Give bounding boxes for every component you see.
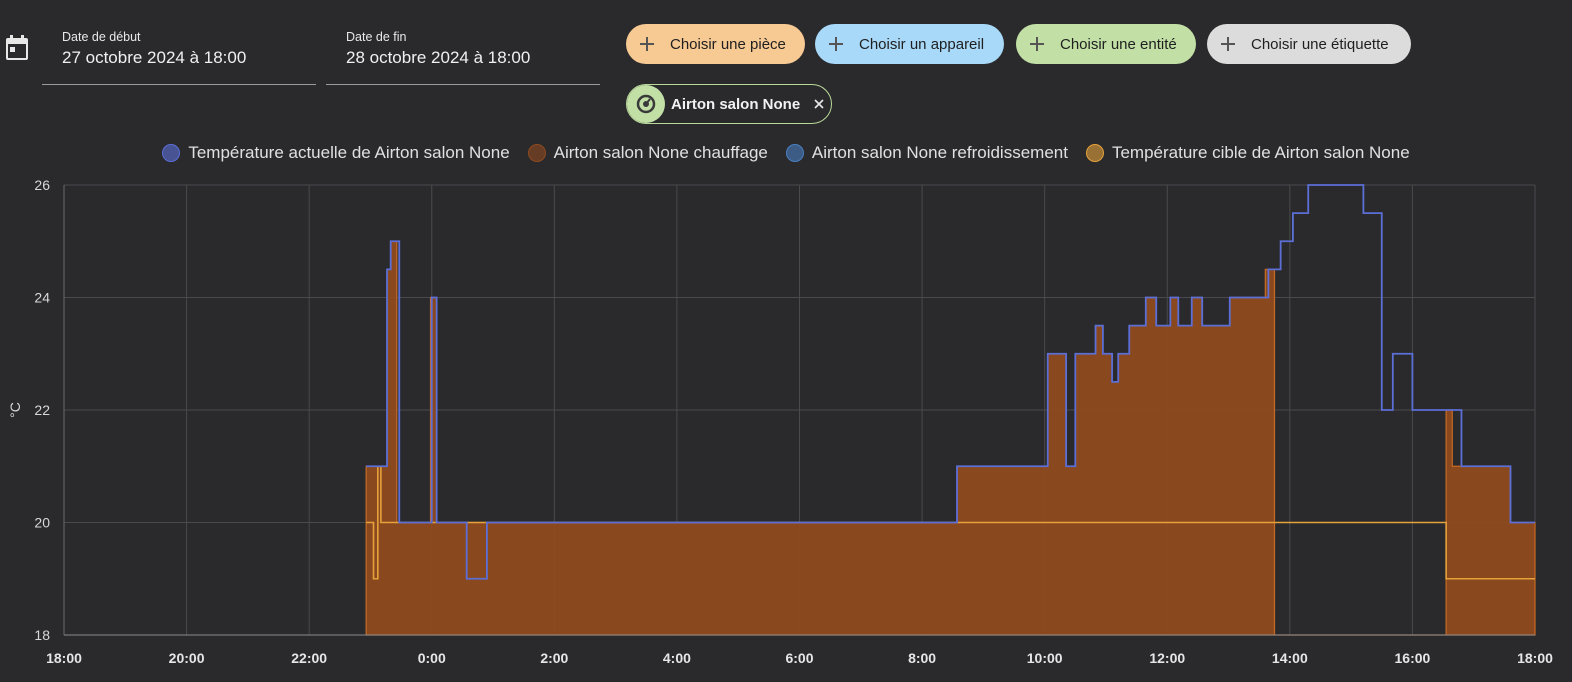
x-tick-label: 0:00 <box>418 650 446 666</box>
x-tick-label: 18:00 <box>1517 650 1553 666</box>
selected-entity-chip[interactable]: Airton salon None <box>626 84 832 124</box>
y-tick-label: 22 <box>34 402 50 418</box>
thermostat-icon <box>627 85 665 123</box>
calendar-icon[interactable] <box>5 35 29 61</box>
chart-legend: Température actuelle de Airton salon Non… <box>0 143 1572 163</box>
x-tick-label: 10:00 <box>1027 650 1063 666</box>
choose-device-button[interactable]: Choisir un appareil <box>815 24 1004 64</box>
y-tick-label: 26 <box>34 177 50 193</box>
legend-item[interactable]: Température cible de Airton salon None <box>1085 143 1410 163</box>
x-tick-label: 16:00 <box>1395 650 1431 666</box>
end-date-value: 28 octobre 2024 à 18:00 <box>346 48 531 67</box>
legend-swatch <box>527 144 546 162</box>
legend-label: Airton salon None refroidissement <box>811 143 1068 162</box>
selected-entity-name: Airton salon None <box>671 95 801 113</box>
x-tick-label: 14:00 <box>1272 650 1308 666</box>
legend-swatch <box>1085 144 1104 162</box>
x-tick-label: 4:00 <box>663 650 691 666</box>
legend-label: Airton salon None chauffage <box>553 143 768 162</box>
plus-icon <box>829 37 843 51</box>
legend-swatch <box>785 144 804 162</box>
y-axis-label: °C <box>7 402 23 418</box>
x-tick-label: 12:00 <box>1149 650 1185 666</box>
x-tick-label: 6:00 <box>785 650 813 666</box>
legend-item[interactable]: Airton salon None chauffage <box>527 143 768 163</box>
choose-entity-button[interactable]: Choisir une entité <box>1016 24 1196 64</box>
plus-icon <box>1030 37 1044 51</box>
close-icon[interactable] <box>812 97 826 111</box>
x-tick-label: 22:00 <box>291 650 327 666</box>
x-tick-label: 8:00 <box>908 650 936 666</box>
plus-icon <box>1221 37 1235 51</box>
heating-series-area <box>365 240 1536 636</box>
current-temperature-line <box>366 184 1535 580</box>
y-tick-label: 18 <box>34 627 50 643</box>
choose-area-label: Choisir une pièce <box>670 35 786 53</box>
x-tick-label: 2:00 <box>540 650 568 666</box>
choose-device-label: Choisir un appareil <box>859 35 985 53</box>
legend-swatch <box>162 144 181 162</box>
start-date-label: Date de début <box>62 30 141 44</box>
choose-entity-label: Choisir une entité <box>1060 35 1177 53</box>
legend-item[interactable]: Température actuelle de Airton salon Non… <box>162 143 510 163</box>
history-chart: 18 20 22 24 26 18:00 20:00 22:00 0:00 2:00 4:00 6:0… <box>7 177 1553 666</box>
start-date-value: 27 octobre 2024 à 18:00 <box>62 48 247 67</box>
legend-label: Température actuelle de Airton salon Non… <box>188 143 510 162</box>
y-tick-label: 24 <box>34 290 50 306</box>
y-tick-label: 20 <box>34 515 50 531</box>
plus-icon <box>640 37 654 51</box>
choose-area-button[interactable]: Choisir une pièce <box>626 24 805 64</box>
x-tick-label: 20:00 <box>169 650 205 666</box>
legend-label: Température cible de Airton salon None <box>1111 143 1410 162</box>
choose-label-label: Choisir une étiquette <box>1251 35 1389 53</box>
start-date-field[interactable]: Date de début 27 octobre 2024 à 18:00 <box>42 28 316 85</box>
x-tick-label: 18:00 <box>46 650 82 666</box>
choose-label-button[interactable]: Choisir une étiquette <box>1207 24 1411 64</box>
end-date-label: Date de fin <box>346 30 407 44</box>
end-date-field[interactable]: Date de fin 28 octobre 2024 à 18:00 <box>326 28 600 85</box>
legend-item[interactable]: Airton salon None refroidissement <box>785 143 1068 163</box>
